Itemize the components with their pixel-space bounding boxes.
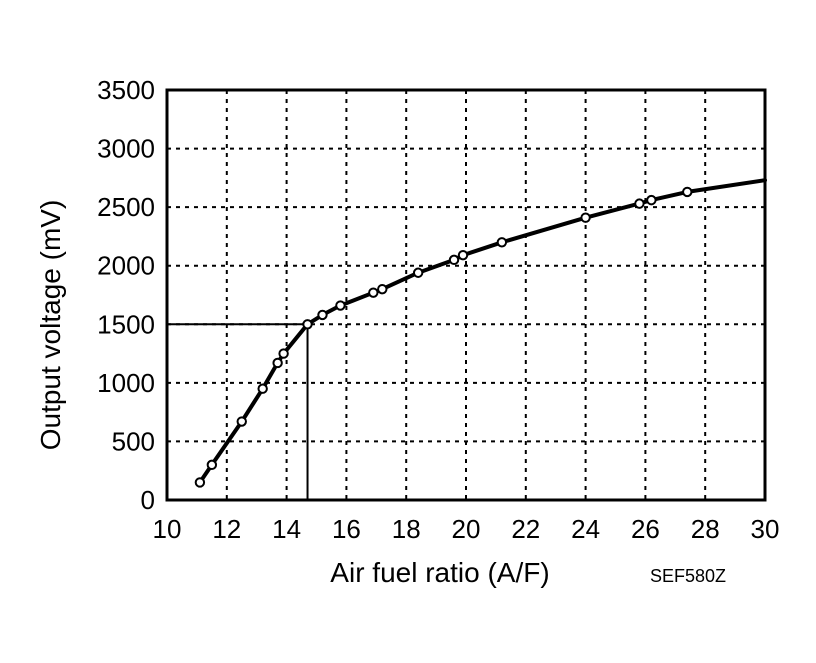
data-point bbox=[580, 212, 591, 223]
data-point bbox=[317, 309, 328, 321]
data-point bbox=[278, 348, 289, 359]
data-point bbox=[646, 194, 657, 206]
data-point bbox=[496, 237, 508, 248]
figure-code: SEF580Z bbox=[650, 566, 726, 586]
data-points bbox=[194, 186, 693, 488]
x-tick-label: 24 bbox=[571, 514, 600, 544]
data-point bbox=[368, 287, 379, 298]
x-tick-labels: 10 12 14 16 18 20 22 24 26 28 30 bbox=[153, 514, 780, 544]
y-tick-label: 1500 bbox=[97, 309, 155, 339]
y-tick-label: 3500 bbox=[97, 75, 155, 105]
x-tick-label: 28 bbox=[691, 514, 720, 544]
x-tick-label: 18 bbox=[392, 514, 421, 544]
y-tick-label: 2000 bbox=[97, 251, 155, 281]
data-point bbox=[236, 416, 247, 427]
y-axis-label: Output voltage (mV) bbox=[35, 200, 66, 451]
y-tick-label: 2500 bbox=[97, 192, 155, 222]
y-tick-labels: 0 500 1000 1500 2000 2500 3000 3500 bbox=[97, 75, 155, 515]
x-tick-label: 20 bbox=[452, 514, 481, 544]
reference-lines bbox=[167, 323, 309, 500]
data-point bbox=[194, 477, 206, 488]
y-tick-label: 1000 bbox=[97, 368, 155, 398]
data-point bbox=[272, 357, 283, 369]
x-tick-label: 10 bbox=[153, 514, 182, 544]
series-line bbox=[197, 178, 767, 485]
data-point bbox=[206, 459, 218, 471]
x-tick-label: 30 bbox=[751, 514, 780, 544]
x-tick-label: 26 bbox=[631, 514, 660, 544]
data-point bbox=[457, 249, 469, 261]
data-point bbox=[377, 283, 388, 295]
x-tick-label: 12 bbox=[212, 514, 241, 544]
x-tick-label: 16 bbox=[332, 514, 361, 544]
data-point bbox=[335, 300, 346, 311]
data-point bbox=[448, 254, 460, 266]
x-axis-label: Air fuel ratio (A/F) bbox=[330, 557, 549, 588]
plot-frame bbox=[165, 88, 767, 502]
y-tick-label: 500 bbox=[112, 426, 155, 456]
data-point bbox=[302, 319, 313, 330]
y-tick-label: 3000 bbox=[97, 134, 155, 164]
x-tick-label: 22 bbox=[511, 514, 540, 544]
data-point bbox=[634, 198, 645, 209]
data-point bbox=[682, 186, 693, 198]
x-tick-label: 14 bbox=[272, 514, 301, 544]
data-point bbox=[412, 267, 424, 278]
data-point bbox=[257, 383, 268, 394]
y-tick-label: 0 bbox=[141, 485, 155, 515]
grid-lines bbox=[167, 90, 765, 500]
